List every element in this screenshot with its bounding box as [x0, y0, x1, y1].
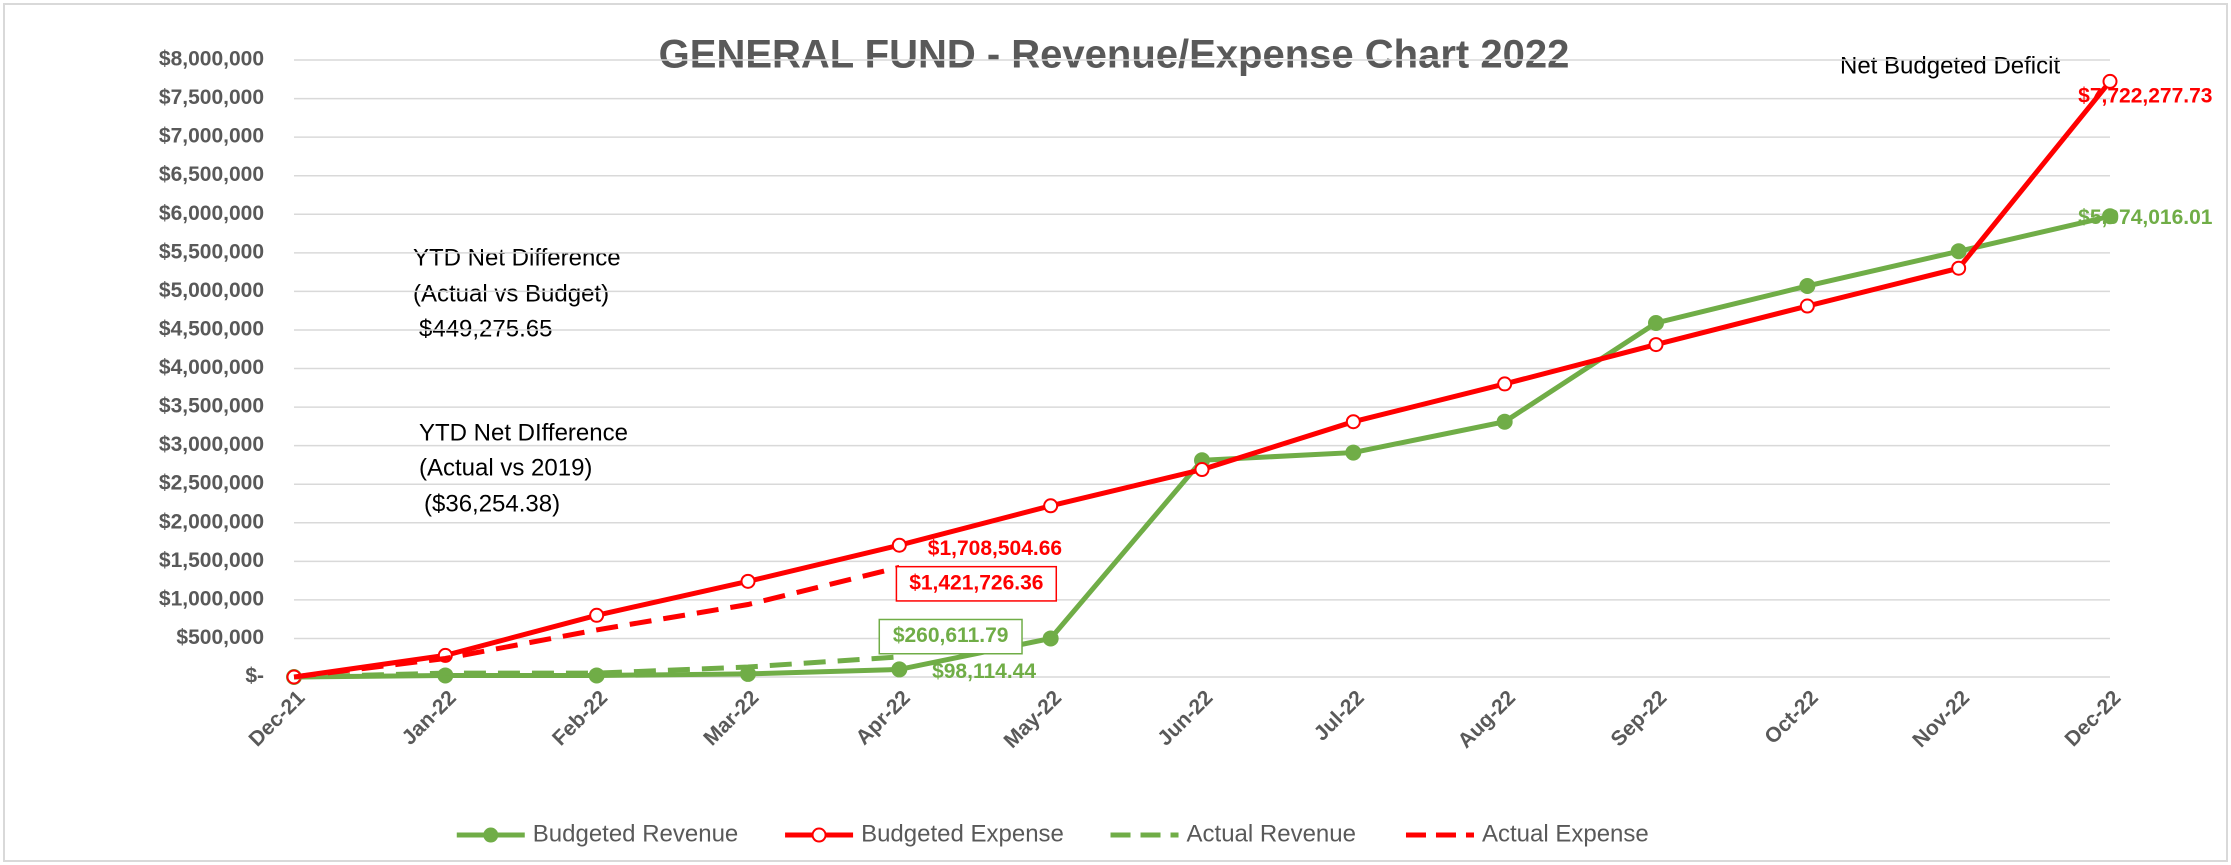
label-box — [878, 618, 1023, 655]
annotation: (Actual vs Budget) — [413, 280, 609, 307]
y-tick-label: $5,000,000 — [159, 279, 264, 302]
y-tick-label: $6,000,000 — [159, 202, 264, 225]
chart-title: GENERAL FUND - Revenue/Expense Chart 202… — [659, 33, 1570, 77]
data-point — [1951, 260, 1967, 276]
data-point — [891, 661, 908, 678]
annotation: ($36,254.38) — [424, 490, 560, 517]
data-label: $1,421,726.36 — [909, 571, 1043, 594]
annotation: YTD Net DIfference — [419, 419, 628, 446]
data-point — [1194, 462, 1210, 478]
annotation: YTD Net Difference — [413, 244, 621, 271]
legend-label: Actual Expense — [1482, 820, 1649, 847]
y-tick-label: $7,000,000 — [159, 125, 264, 148]
y-tick-label: $3,000,000 — [159, 433, 264, 456]
annotation: Net Budgeted Deficit — [1840, 52, 2060, 79]
data-point — [1345, 444, 1362, 461]
data-point — [1799, 298, 1815, 314]
data-point — [1950, 243, 1967, 260]
data-point — [891, 537, 907, 553]
data-label: $98,114.44 — [932, 660, 1036, 683]
data-label: $1,708,504.66 — [928, 537, 1062, 560]
y-tick-label: $4,500,000 — [159, 317, 264, 340]
y-tick-label: $5,500,000 — [159, 240, 264, 263]
annotation: $449,275.65 — [419, 315, 552, 342]
y-tick-label: $6,500,000 — [159, 163, 264, 186]
label-box — [895, 565, 1058, 602]
data-point — [1496, 413, 1513, 430]
data-point — [1648, 337, 1664, 353]
chart-frame — [3, 3, 2228, 862]
legend-marker — [811, 827, 827, 843]
data-point — [2102, 73, 2118, 89]
y-tick-label: $2,500,000 — [159, 472, 264, 495]
y-tick-label: $500,000 — [176, 626, 264, 649]
data-point — [1799, 277, 1816, 294]
y-tick-label: $4,000,000 — [159, 356, 264, 379]
legend-label: Actual Revenue — [1187, 820, 1356, 847]
data-point — [1648, 314, 1664, 331]
data-point — [2102, 208, 2118, 225]
data-point — [1043, 498, 1059, 514]
legend-label: Budgeted Revenue — [533, 820, 739, 847]
data-label: $5,974,016.01 — [2078, 206, 2213, 229]
data-label: $7,722,277.73 — [2078, 85, 2212, 108]
y-tick-label: $3,500,000 — [159, 395, 264, 418]
legend-label: Budgeted Expense — [861, 820, 1064, 847]
legend-marker — [483, 827, 499, 843]
y-tick-label: $2,000,000 — [159, 510, 264, 533]
y-tick-label: $- — [245, 665, 264, 688]
data-point — [740, 573, 756, 589]
y-tick-label: $1,000,000 — [159, 587, 264, 610]
data-point — [1345, 414, 1361, 430]
data-label: $260,611.79 — [893, 624, 1009, 647]
annotation: (Actual vs 2019) — [419, 454, 592, 481]
y-tick-label: $1,500,000 — [159, 549, 264, 572]
data-point — [589, 607, 605, 623]
series-line — [293, 564, 900, 680]
y-tick-label: $7,500,000 — [159, 86, 264, 109]
y-tick-label: $8,000,000 — [159, 48, 264, 71]
data-point — [1042, 630, 1059, 647]
data-point — [1497, 376, 1513, 392]
